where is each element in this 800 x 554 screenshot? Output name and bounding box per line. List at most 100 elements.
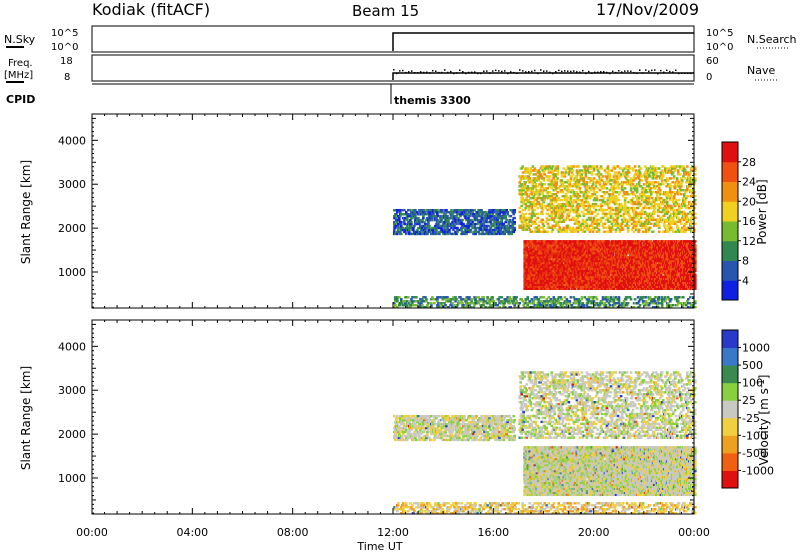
echo-cell — [437, 222, 440, 226]
echo-cell — [422, 216, 425, 220]
nave-point — [408, 71, 410, 73]
echo-cell — [397, 222, 400, 226]
echo-cell — [421, 232, 424, 236]
echo-cell — [484, 213, 487, 216]
echo-cell — [435, 214, 438, 218]
echo-cell — [525, 257, 528, 261]
echo-cell — [449, 224, 452, 228]
echo-cell — [497, 230, 500, 234]
echo-cell — [541, 242, 545, 245]
echo-cell — [577, 259, 581, 263]
echo-cell — [551, 257, 555, 261]
nave-tick-high: 60 — [706, 56, 719, 67]
echo-cell — [454, 220, 457, 224]
echo-cell — [412, 209, 415, 212]
echo-cell — [530, 240, 534, 243]
echo-cell — [552, 273, 556, 277]
echo-cell — [426, 230, 429, 234]
nave-point — [672, 71, 674, 73]
echo-cell — [525, 256, 528, 259]
echo-cell — [496, 226, 499, 230]
echo-cell — [462, 222, 465, 226]
echo-cell — [567, 287, 571, 290]
nave-point — [624, 70, 626, 72]
echo-cell — [551, 250, 555, 253]
echo-cell — [416, 211, 419, 214]
echo-cell — [501, 224, 504, 228]
echo-cell — [582, 250, 586, 253]
echo-cell — [405, 211, 408, 214]
echo-cell — [559, 259, 563, 263]
echo-cell — [545, 287, 549, 290]
echo-cell — [443, 222, 446, 226]
nave-point — [393, 69, 395, 71]
echo-cell — [493, 214, 496, 218]
echo-cell — [573, 257, 577, 261]
echo-cell — [423, 220, 426, 224]
echo-cell — [585, 283, 589, 286]
freq-unit: [MHz] — [4, 70, 33, 81]
echo-cell — [399, 211, 402, 214]
nave-point — [681, 72, 683, 75]
echo-cell — [400, 213, 403, 216]
echo-cell — [471, 211, 474, 214]
echo-cell — [567, 254, 571, 257]
echo-cell — [399, 209, 402, 212]
echo-cell — [503, 213, 506, 216]
echo-cell — [583, 259, 587, 263]
echo-cell — [511, 224, 514, 228]
echo-cell — [505, 224, 508, 228]
echo-cell — [465, 218, 468, 222]
echo-cell — [412, 211, 415, 214]
nave-point — [474, 71, 476, 73]
echo-cell — [478, 228, 481, 232]
nave-point — [633, 72, 635, 74]
echo-cell — [403, 218, 406, 222]
echo-cell — [431, 226, 434, 230]
echo-cell — [489, 226, 492, 230]
nave-point — [456, 72, 458, 74]
echo-cell — [523, 259, 526, 263]
echo-cell — [492, 224, 495, 228]
echo-cell — [436, 211, 439, 214]
echo-cell — [492, 216, 495, 220]
nave-point — [519, 69, 521, 71]
echo-cell — [455, 232, 458, 236]
echo-cell — [555, 281, 559, 284]
echo-cell — [464, 213, 467, 216]
echo-cell — [400, 222, 403, 226]
echo-cell — [500, 232, 503, 236]
echo-cell — [481, 213, 484, 216]
echo-cell — [466, 228, 469, 232]
echo-cell — [427, 222, 430, 226]
echo-cell — [407, 214, 410, 218]
echo-cell — [506, 211, 509, 214]
echo-cell — [425, 226, 428, 230]
echo-cell — [415, 216, 418, 220]
echo-cell — [524, 254, 527, 257]
nave-point — [450, 70, 452, 73]
echo-cell — [398, 216, 401, 220]
echo-cell — [446, 211, 449, 214]
echo-cell — [565, 283, 569, 286]
nave-point — [642, 72, 644, 74]
echo-cell — [398, 218, 401, 222]
echo-cell — [481, 224, 484, 228]
echo-cell — [437, 214, 440, 218]
echo-cell — [451, 232, 454, 236]
echo-cell — [471, 220, 474, 224]
echo-cell — [406, 226, 409, 230]
echo-cell — [498, 213, 501, 216]
echo-cell — [509, 214, 512, 218]
nave-point — [420, 71, 422, 73]
echo-cell — [462, 226, 465, 230]
nave-point — [693, 72, 695, 74]
nave-point — [573, 70, 575, 72]
echo-cell — [564, 242, 568, 245]
nsearch-label: N.Search — [747, 33, 797, 46]
echo-cell — [467, 218, 470, 222]
echo-cell — [421, 226, 424, 230]
echo-cell — [548, 240, 552, 243]
echo-cell — [443, 228, 446, 232]
